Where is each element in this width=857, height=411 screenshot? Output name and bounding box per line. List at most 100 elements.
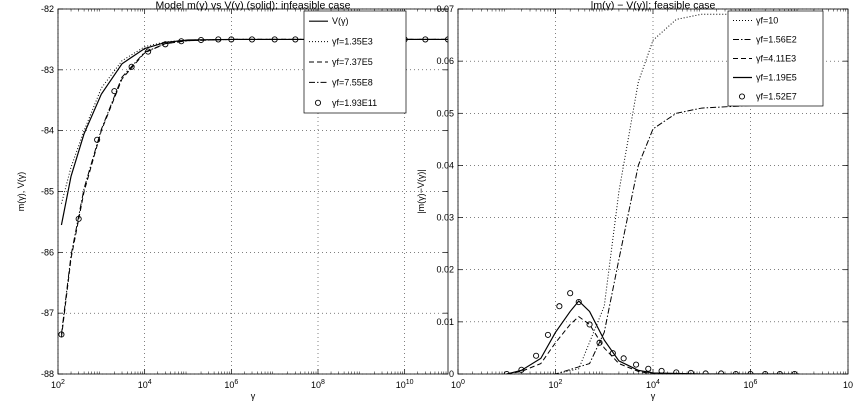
y-tick-label: -88 [41,369,54,379]
x-tick-label-base: 10 [311,380,321,390]
legend-entry-5: γf=1.93E11 [314,98,377,108]
series-point [633,361,640,368]
legend-entry-4: γf=7.55E8 [309,77,373,87]
series-point [556,303,563,310]
legend-label: γf=1.93E11 [332,98,377,108]
legend-label: γf=1.19E5 [756,73,797,83]
legend-entry-3: γf=4.11E3 [733,54,796,64]
x-tick-label-base: 10 [396,380,406,390]
y-tick-label: 0.01 [436,317,454,327]
series-point [544,331,551,338]
series-point [718,370,725,374]
series-point [533,352,540,359]
tick-marks [457,8,849,375]
legend-label: γf=1.52E7 [756,92,797,102]
legend-entry-5: γf=1.52E7 [738,92,797,102]
x-tick-label-exponent: 2 [61,379,65,386]
x-tick-label-base: 10 [451,380,461,390]
legend-label: γf=4.11E3 [756,54,796,64]
y-tick-label: -84 [41,126,54,136]
chart-title: |m(γ) − V(γ)|; feasible case [591,0,716,12]
x-tick-label-exponent: 6 [234,379,238,386]
series-point [248,36,256,43]
x-tick-label-base: 10 [224,380,234,390]
series-point [422,36,429,43]
x-tick-label: 10 [843,380,853,390]
legend-label: γf=1.56E2 [756,35,797,45]
y-tick-label: -86 [41,247,54,257]
series-point [586,321,593,328]
legend-label: γf=7.37E5 [332,57,373,67]
y-axis-title: m(γ), V(γ) [16,172,26,212]
series-point [575,298,582,306]
series-point [673,369,680,374]
series-point [271,36,278,43]
series-point [178,38,185,45]
x-tick-label-base: 10 [51,380,61,390]
legend-entry-1: V(γ) [309,16,349,26]
series-point [128,63,135,70]
chart-1: 102 104 106 108 1010-88-87-86-85-84-83-82 Mod… [16,0,449,401]
x-tick-label: 108 [311,379,325,390]
legend-label: γf=1.35E3 [332,37,373,47]
x-axis-title: γ [651,391,656,401]
legend-entry-2: γf=1.35E3 [309,37,373,47]
x-tick-label-exponent: 4 [656,379,660,386]
y-tick-label: -85 [41,187,54,197]
x-tick-label-exponent: 0 [461,379,465,386]
series-line-2 [506,104,800,374]
legend-swatch-marker [738,93,746,100]
series-point [145,48,152,55]
x-tick-label-exponent: 2 [559,379,563,386]
series-point [228,36,235,43]
series-point [658,367,665,374]
series-point [567,290,574,297]
legend: V(γ) γf=1.35E3 γf=7.37E5 γf=7.55E8 γf=1.93E1… [303,10,407,114]
x-tick-label-base: 10 [744,380,754,390]
x-tick-label: 104 [646,379,660,390]
series-group [58,36,448,338]
series-point [645,365,652,372]
chart-title: Model m(γ) vs V(γ) (solid); infeasible c… [156,0,351,12]
y-tick-label: 0.03 [436,213,454,223]
legend-entry-4: γf=1.19E5 [733,73,797,83]
y-tick-label: -82 [41,4,54,14]
x-tick-label-base: 10 [646,380,656,390]
x-tick-label: 100 [451,379,465,390]
y-tick-label: 0 [449,369,454,379]
chart-2: 100 102 104 106 1000.010.020.030.040.050.060… [416,0,853,401]
legend-label: γf=7.55E8 [332,77,373,87]
x-tick-label: 106 [744,379,758,390]
x-tick-label: 104 [138,379,152,390]
series-point [197,36,205,44]
x-tick-label-exponent: 10 [406,379,414,386]
y-axis-title: |m(γ)−V(γ)| [416,169,426,213]
series-point [58,331,65,338]
x-tick-label: 102 [51,379,65,390]
x-axis-title: γ [251,391,256,401]
legend: γf=10 γf=1.56E2 γf=4.11E3 γf=1.19E5 γf=1.52E… [727,10,824,107]
y-tick-label: -83 [41,65,54,75]
x-tick-label-base: 10 [138,380,148,390]
y-tick-label: -87 [41,308,54,318]
legend-entry-2: γf=1.56E2 [733,35,797,45]
series-point [111,88,118,95]
series-point [94,136,101,143]
series-point [687,369,694,374]
y-tick-label: 0.07 [436,4,454,14]
legend-label: γf=10 [756,16,778,26]
x-tick-label-base: 10 [549,380,559,390]
x-tick-label: 1010 [396,379,414,390]
series-point [620,355,627,362]
series-point [162,41,169,48]
series-point [75,215,82,222]
series-point [292,36,299,43]
y-tick-label: 0.05 [436,108,454,118]
x-tick-label-exponent: 6 [754,379,758,386]
series-point [596,339,603,346]
series-point [215,36,222,43]
series-point [609,350,616,357]
x-tick-label: 106 [224,379,238,390]
